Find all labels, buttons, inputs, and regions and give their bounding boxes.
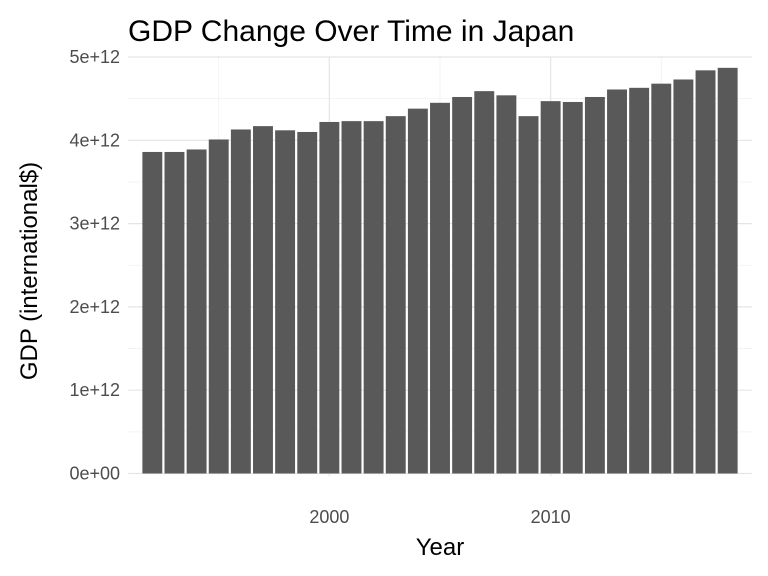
bar-2018 [717, 67, 738, 474]
x-axis-title: Year [416, 534, 465, 561]
y-axis-ticks: 0e+00 1e+12 2e+12 3e+12 4e+12 5e+12 [69, 47, 120, 484]
bar-2015 [651, 83, 672, 474]
bar-2005 [430, 102, 450, 474]
bar-2016 [673, 79, 694, 474]
y-tick-label: 0e+00 [69, 464, 120, 484]
x-tick-label: 2000 [309, 507, 349, 527]
chart-title: GDP Change Over Time in Japan [128, 15, 574, 48]
bar-2007 [474, 91, 495, 474]
bar-1994 [186, 149, 207, 474]
bar-2001 [341, 121, 362, 474]
x-tick-label: 2010 [531, 507, 571, 527]
bar-2004 [407, 108, 428, 474]
bar-2014 [629, 87, 650, 474]
bar-1996 [230, 129, 251, 474]
bar-1998 [275, 130, 296, 474]
bar-2012 [584, 96, 605, 474]
x-axis-ticks: 2000 2010 [309, 507, 570, 527]
y-tick-label: 4e+12 [69, 130, 120, 150]
bar-2002 [363, 121, 384, 474]
y-tick-label: 5e+12 [69, 47, 120, 67]
bar-1992 [142, 151, 163, 474]
bar-2010 [540, 101, 561, 474]
y-axis-title: GDP (international$) [16, 162, 43, 380]
bar-2013 [607, 89, 627, 474]
bars [142, 67, 738, 474]
bar-2000 [319, 121, 340, 474]
bar-2017 [695, 70, 716, 474]
bar-2009 [518, 116, 539, 474]
bar-1997 [253, 126, 273, 474]
bar-2011 [562, 101, 583, 474]
bar-1995 [208, 139, 229, 474]
y-tick-label: 2e+12 [69, 297, 120, 317]
bar-1999 [297, 131, 318, 474]
bar-2006 [452, 96, 473, 474]
y-tick-label: 3e+12 [69, 214, 120, 234]
y-tick-label: 1e+12 [69, 380, 120, 400]
bar-1993 [164, 151, 185, 474]
bar-2008 [496, 95, 517, 474]
bar-2003 [385, 116, 406, 474]
